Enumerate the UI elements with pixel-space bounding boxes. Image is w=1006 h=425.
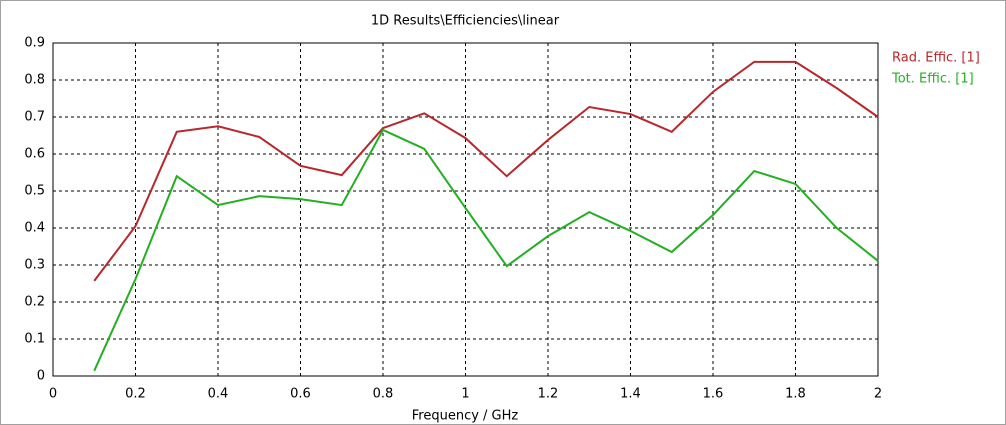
series-line bbox=[93, 128, 879, 372]
x-tick-label: 1.6 bbox=[703, 387, 724, 402]
legend-label: Rad. Effic. [1] bbox=[892, 51, 980, 66]
y-tick-label: 0.4 bbox=[24, 221, 45, 236]
y-tick-label: 0 bbox=[37, 369, 45, 384]
x-tick-label: 0.4 bbox=[208, 387, 229, 402]
y-tick-label: 0.8 bbox=[24, 73, 45, 88]
legend-label: Tot. Effic. [1] bbox=[891, 72, 974, 87]
y-tick-label: 0.3 bbox=[24, 258, 45, 273]
series-line bbox=[93, 60, 879, 282]
y-tick-label: 0.7 bbox=[24, 110, 45, 125]
x-tick-label: 0.6 bbox=[290, 387, 311, 402]
chart-title: 1D Results\Efficiencies\linear bbox=[371, 14, 560, 29]
x-tick-label: 0.8 bbox=[373, 387, 394, 402]
plot-area bbox=[52, 42, 879, 377]
x-tick-label: 0.2 bbox=[125, 387, 146, 402]
y-tick-label: 0.6 bbox=[24, 147, 45, 162]
x-tick-label: 0 bbox=[49, 387, 57, 402]
x-tick-label: 2 bbox=[874, 387, 882, 402]
y-tick-label: 0.9 bbox=[24, 36, 45, 51]
x-tick-label: 1.4 bbox=[620, 387, 641, 402]
y-tick-label: 0.2 bbox=[24, 295, 45, 310]
x-tick-label: 1.2 bbox=[538, 387, 559, 402]
x-tick-label: 1 bbox=[461, 387, 469, 402]
y-tick-label: 0.5 bbox=[24, 184, 45, 199]
y-tick-label: 0.1 bbox=[24, 332, 45, 347]
x-axis-label: Frequency / GHz bbox=[412, 409, 519, 424]
x-tick-label: 1.8 bbox=[785, 387, 806, 402]
